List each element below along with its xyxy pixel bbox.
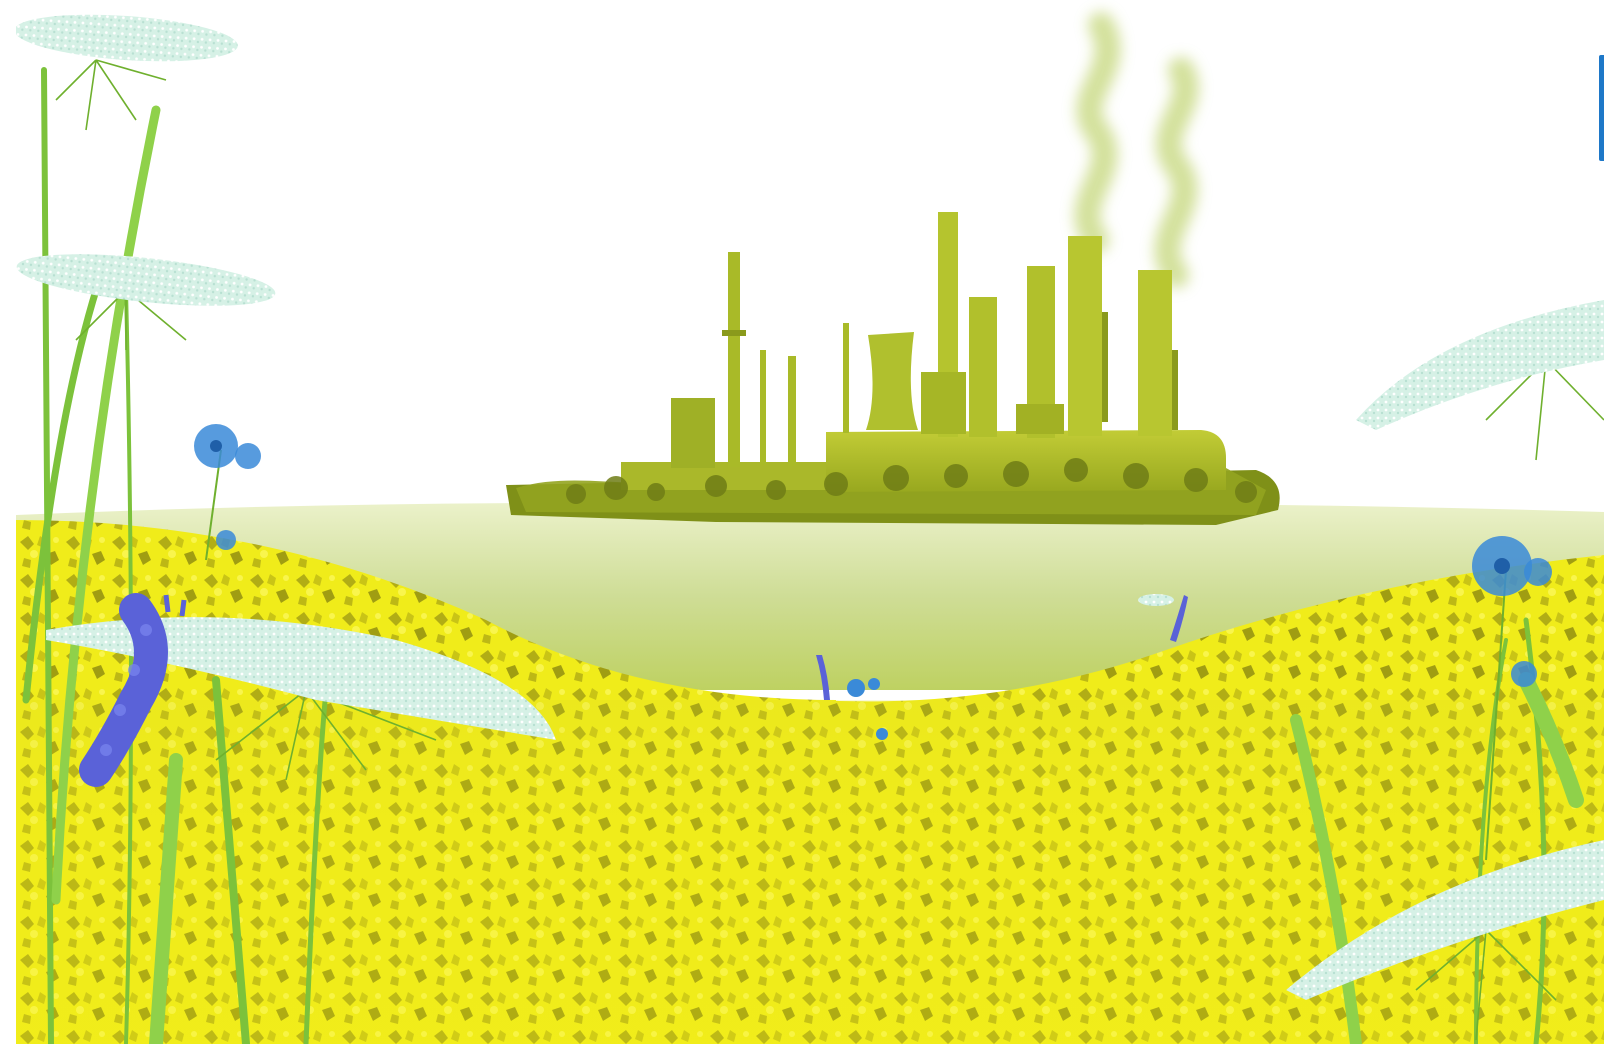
field-glow (16, 700, 1604, 1044)
scene (16, 0, 1604, 1044)
lavender-icon (816, 595, 1188, 700)
edge-accent-bar (1599, 55, 1604, 161)
cornflower-icon (847, 678, 888, 740)
queen-annes-lace-icon (16, 14, 1604, 1041)
landscape-illustration (16, 0, 1604, 1044)
factory-icon (506, 212, 1280, 525)
cornflower-icon (194, 424, 1552, 861)
smoke-icon (1074, 12, 1199, 288)
lavender-icon (79, 593, 187, 787)
